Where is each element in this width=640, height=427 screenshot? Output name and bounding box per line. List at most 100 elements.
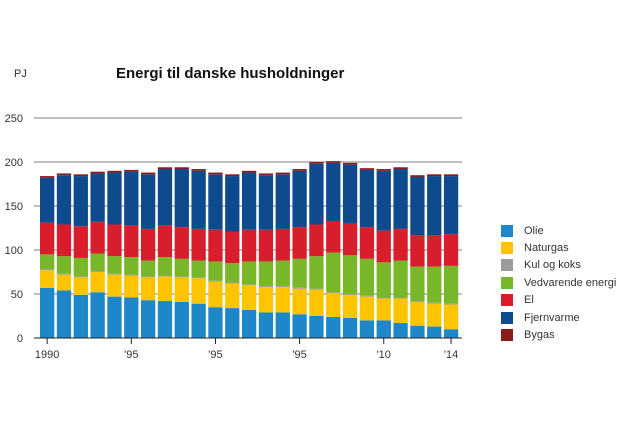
bar-el-2009 [359,227,375,259]
bar-kul-og-koks-2004 [275,286,290,287]
bar-naturgas-1994 [107,274,122,297]
bar-olie-1996 [140,300,156,338]
bar-bygas-2001 [225,174,240,177]
bar-el-1995 [124,225,139,258]
bar-fjernvarme-2009 [359,169,375,228]
bar-olie-1991 [56,290,72,338]
bar-kul-og-koks-1995 [124,274,139,276]
bar-olie-1992 [73,294,88,338]
bar-fjernvarme-2013 [427,176,442,236]
bar-fjernvarme-1990 [40,177,55,223]
bar-naturgas-2009 [359,296,375,321]
bar-olie-1993 [90,292,105,338]
bar-fjernvarme-1999 [191,170,206,229]
bar-naturgas-1992 [73,277,88,295]
bar-kul-og-koks-2003 [258,286,274,287]
bar-vedvarende-energi-2000 [208,261,223,281]
bar-olie-1994 [107,296,122,338]
bar-kul-og-koks-2010 [376,297,391,299]
legend-swatch-kul-og-koks [501,259,513,272]
bar-naturgas-1993 [90,272,105,293]
bar-kul-og-koks-1992 [73,276,88,278]
bar-vedvarende-energi-2013 [427,266,442,303]
bar-bygas-2011 [393,167,408,170]
bar-fjernvarme-2002 [241,172,257,230]
bar-bygas-1998 [174,167,189,170]
bar-fjernvarme-1996 [140,174,156,229]
bar-el-2005 [292,227,307,259]
bar-naturgas-2000 [208,281,223,308]
bar-el-2003 [258,229,274,262]
bar-bygas-1997 [157,167,173,170]
bar-naturgas-1995 [124,275,139,298]
bar-olie-2000 [208,307,223,338]
legend-swatch-bygas [501,329,513,342]
bar-el-2001 [225,231,240,264]
bar-vedvarende-energi-2010 [376,262,391,298]
legend-item-kul-og-koks: Kul og koks [501,257,616,274]
bar-fjernvarme-2005 [292,170,307,228]
bar-stack-2010 [376,169,391,338]
bar-el-2002 [241,229,257,262]
legend-swatch-olie [501,224,513,237]
legend: Olie Naturgas Kul og koks Vedvarende ene… [501,222,616,344]
legend-item-olie: Olie [501,222,616,239]
bar-bygas-1994 [107,170,122,173]
bar-stack-1997 [157,167,173,338]
bar-naturgas-1998 [174,277,189,302]
bar-kul-og-koks-2006 [309,288,324,290]
bar-vedvarende-energi-1990 [40,254,55,270]
bar-el-2014 [443,234,459,266]
bar-naturgas-2010 [376,298,391,321]
legend-label-naturgas: Naturgas [524,242,569,255]
bar-fjernvarme-1992 [73,176,88,227]
bar-vedvarende-energi-1999 [191,260,206,278]
bar-vedvarende-energi-1991 [56,256,72,274]
y-tick-label-50: 50 [11,289,23,301]
bar-stack-2009 [359,168,375,338]
bar-naturgas-2006 [309,289,324,316]
bar-bygas-2007 [326,161,341,163]
bar-fjernvarme-2003 [258,175,274,230]
bar-kul-og-koks-2013 [427,302,442,304]
bar-kul-og-koks-2008 [342,294,358,295]
bar-kul-og-koks-1998 [174,276,189,278]
bar-el-2010 [376,230,391,263]
bar-kul-og-koks-1996 [140,276,156,278]
bar-stack-2001 [225,174,240,338]
bar-olie-1990 [40,287,55,338]
bar-vedvarende-energi-1997 [157,257,173,276]
bar-bygas-1992 [73,174,88,177]
bar-vedvarende-energi-2004 [275,260,290,287]
bar-kul-og-koks-2002 [241,284,257,286]
bar-bygas-2006 [309,162,324,164]
bar-el-1990 [40,222,55,255]
x-tick-label-5: '14 [444,349,458,361]
y-tick-label-100: 100 [5,245,23,257]
bar-el-1992 [73,226,88,258]
bar-fjernvarme-2001 [225,176,240,232]
bar-stack-2014 [443,174,459,338]
y-axis-unit-label: PJ [14,68,27,80]
bar-naturgas-2012 [410,301,425,326]
bar-bygas-2004 [275,172,290,175]
bar-olie-2004 [275,312,290,338]
legend-label-el: El [524,294,534,307]
bar-naturgas-2008 [342,294,358,318]
legend-swatch-naturgas [501,242,513,255]
bar-kul-og-koks-1990 [40,269,55,271]
bar-el-1994 [107,224,122,257]
bar-stack-2012 [410,175,425,338]
bar-kul-og-koks-2009 [359,295,375,297]
bar-olie-2014 [443,329,459,338]
bar-kul-og-koks-1999 [191,277,206,279]
legend-swatch-vedvarende-energi [501,276,513,289]
bar-stack-2011 [393,167,408,338]
bar-el-1999 [191,228,206,261]
bar-vedvarende-energi-1994 [107,256,122,274]
legend-label-olie: Olie [524,224,544,237]
bar-stack-2000 [208,172,223,338]
bar-olie-2008 [342,317,358,338]
x-tick-label-2: '95 [208,349,222,361]
bar-olie-2012 [410,325,425,338]
